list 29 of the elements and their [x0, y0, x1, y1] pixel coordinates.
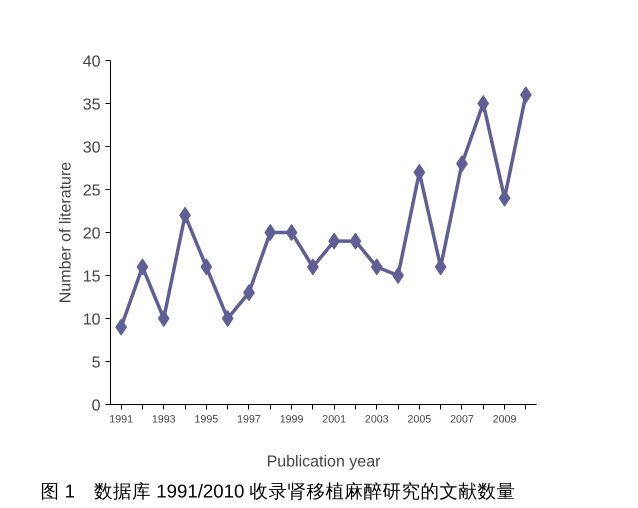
y-tick-label: 15	[82, 268, 101, 286]
x-axis-title: Publication year	[266, 454, 382, 470]
y-tick-label: 0	[92, 398, 101, 414]
y-tick-label: 25	[82, 182, 101, 200]
y-axis-title: Number of literature	[58, 162, 75, 304]
point	[158, 310, 170, 327]
y-tick-label: 20	[82, 226, 101, 242]
caption: 图 1 数据库 1991/2010 收录肾移植麻醉研究的文献数量	[40, 480, 516, 502]
x-tick-label: 1991	[109, 414, 134, 426]
point	[370, 258, 383, 276]
point	[477, 95, 490, 112]
y-tick-label: 10	[82, 312, 101, 328]
x-tick-label: 2007	[450, 414, 474, 426]
y-tick-label: 35	[82, 96, 101, 114]
x-tick-label: 2003	[364, 414, 389, 426]
x-tick-label: 2005	[407, 414, 432, 426]
x-tick-label: 2009	[492, 414, 516, 426]
x-tick-label: 1999	[280, 414, 304, 426]
x-tick-label: 1997	[237, 414, 261, 426]
point	[222, 310, 234, 327]
y-tick-label: 30	[82, 140, 101, 156]
x-tick-label: 1995	[194, 414, 218, 426]
x-tick-label: 1993	[152, 414, 176, 426]
y-tick-label: 40	[82, 54, 101, 70]
point	[286, 224, 298, 241]
point	[392, 267, 404, 284]
y-tick-label: 5	[92, 354, 101, 372]
point	[264, 224, 276, 241]
x-tick-label: 2001	[322, 414, 346, 426]
